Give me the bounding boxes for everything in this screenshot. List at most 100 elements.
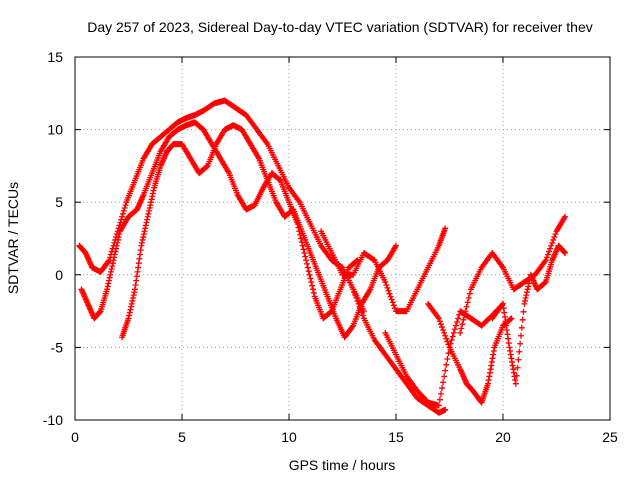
data-point-interp	[462, 308, 469, 315]
data-point-interp	[551, 234, 558, 241]
series-track-g	[425, 300, 515, 406]
data-point-interp	[440, 379, 447, 386]
plot-frame	[74, 56, 611, 421]
data-point-interp	[301, 250, 308, 257]
data-point-interp	[356, 303, 363, 310]
data-point-interp	[458, 325, 465, 332]
data-point-interp	[445, 341, 452, 348]
data-point-interp	[517, 340, 524, 347]
series-track-e	[350, 286, 449, 416]
data-point-interp	[437, 390, 444, 397]
data-point-interp	[436, 318, 443, 325]
data-point-interp	[518, 324, 525, 331]
data-point	[393, 242, 399, 249]
data-point-interp	[442, 332, 449, 339]
data-point-interp	[461, 312, 468, 319]
data-point-interp	[444, 338, 451, 345]
data-point-interp	[455, 315, 462, 322]
data-point-interp	[122, 202, 129, 209]
x-tick-label: 20	[495, 429, 511, 445]
data-point-interp	[304, 264, 311, 271]
axis-ticks: 0 5 10 15 20 25 -10 -5 0 5 10 15	[43, 49, 618, 445]
data-point-interp	[442, 367, 449, 374]
data-point	[457, 329, 464, 336]
data-point-interp	[302, 253, 309, 260]
data-point-interp	[550, 236, 557, 243]
data-point-interp	[450, 329, 457, 336]
data-point-interp	[353, 295, 360, 302]
data-point	[435, 402, 442, 409]
data-point	[382, 279, 389, 286]
data-point-interp	[466, 290, 473, 297]
data-point-interp	[546, 248, 553, 255]
data-point-interp	[517, 332, 524, 339]
data-point-interp	[444, 356, 451, 363]
data-point	[508, 315, 515, 322]
data-point-interp	[515, 356, 522, 363]
data-point-interp	[459, 321, 466, 328]
data-point	[542, 257, 549, 264]
data-point-interp	[437, 321, 444, 328]
data-point-interp	[300, 246, 307, 253]
data-point-interp	[439, 324, 446, 331]
data-point-interp	[389, 299, 396, 306]
data-point-interp	[452, 322, 459, 329]
y-tick-label: 0	[55, 267, 63, 283]
data-point-interp	[387, 293, 394, 300]
data-point-interp	[119, 210, 126, 217]
data-point-interp	[299, 242, 306, 249]
x-tick-label: 15	[388, 429, 404, 445]
data-point-interp	[441, 373, 448, 380]
data-point	[562, 250, 569, 257]
data-series	[76, 97, 569, 416]
data-point-interp	[520, 308, 527, 315]
data-point-interp	[351, 289, 358, 296]
data-point-interp	[464, 299, 471, 306]
series-track-h	[457, 213, 569, 336]
data-point-interp	[548, 242, 555, 249]
data-point-interp	[514, 364, 521, 371]
y-tick-label: 5	[55, 194, 63, 210]
data-point-interp	[445, 350, 452, 357]
data-point	[350, 286, 357, 293]
data-point-interp	[544, 251, 551, 258]
data-point-interp	[105, 258, 112, 265]
data-point	[442, 225, 449, 232]
data-point-interp	[451, 326, 458, 333]
data-point-interp	[547, 245, 554, 252]
data-point	[442, 406, 449, 413]
data-point-interp	[549, 239, 556, 246]
data-point-interp	[519, 316, 526, 323]
data-point-interp	[352, 292, 359, 299]
y-axis-label: SDTVAR / TECUs	[5, 182, 21, 294]
data-point-interp	[385, 287, 392, 294]
data-point-interp	[443, 335, 450, 342]
series-track-a	[76, 97, 367, 315]
series-track-d	[318, 225, 449, 315]
data-point-interp	[121, 205, 128, 212]
data-point-interp	[386, 290, 393, 297]
data-point-interp	[310, 289, 317, 296]
x-tick-label: 0	[71, 429, 79, 445]
data-point-interp	[460, 316, 467, 323]
data-point-interp	[355, 300, 362, 307]
data-point-interp	[383, 281, 390, 288]
data-point-interp	[354, 297, 361, 304]
data-point	[435, 315, 442, 322]
y-tick-label: -10	[43, 412, 63, 428]
data-point-interp	[440, 326, 447, 333]
data-point-interp	[349, 323, 356, 330]
x-axis-label: GPS time / hours	[289, 457, 396, 473]
data-point	[562, 213, 569, 220]
data-point-interp	[443, 361, 450, 368]
data-point-interp	[449, 333, 456, 340]
data-point-interp	[448, 337, 455, 344]
data-point-interp	[552, 231, 559, 238]
data-point-interp	[303, 260, 310, 267]
y-tick-label: 10	[47, 122, 63, 138]
y-tick-label: -5	[51, 339, 64, 355]
data-point-interp	[357, 306, 364, 313]
x-tick-label: 10	[281, 429, 297, 445]
data-point-interp	[513, 372, 520, 379]
